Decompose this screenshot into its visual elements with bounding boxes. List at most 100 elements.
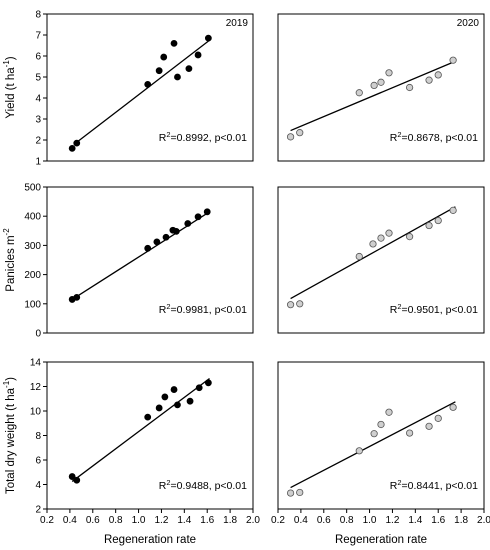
data-point [406, 83, 414, 92]
x-tick-label: 0.4 [63, 515, 77, 526]
x-tick-label: 1.8 [223, 515, 237, 526]
x-tick-label: 2.0 [246, 515, 260, 526]
data-point [144, 244, 152, 252]
data-point [286, 301, 295, 309]
y-tick-label: 8 [35, 10, 41, 21]
panel-2: 2020 R2=0.8678, p<0.01 [277, 13, 485, 162]
data-point [155, 404, 163, 412]
data-point [296, 488, 304, 497]
panel-3: 0 100 200 300 400 500 Panicles m-2 R2=0.9981, p… [2, 183, 254, 340]
panel-1: 1 2 3 4 5 6 7 8 Yield (t ha-1) 2019 R2=0.8992, p<0… [2, 10, 254, 168]
x-tick-label: 0.8 [109, 515, 123, 526]
data-point [194, 51, 202, 59]
data-point [172, 227, 180, 235]
data-point [73, 476, 81, 484]
plot-frame [46, 186, 254, 334]
data-point [286, 133, 295, 141]
panel-6: 0.2 0.4 0.6 0.8 1.0 1.2 1.4 1.6 1.8 2.0 Regenerati… [271, 361, 490, 546]
data-point [161, 393, 169, 401]
y-axis-label: Total dry weight (t ha-1) [2, 377, 17, 494]
data-point [186, 397, 194, 405]
x-tick-label: 1.4 [177, 515, 191, 526]
y-tick-label: 14 [30, 358, 42, 369]
data-point [355, 252, 363, 261]
y-tick-label: 6 [35, 52, 41, 63]
data-point [73, 293, 81, 301]
data-point [144, 80, 152, 88]
data-point [385, 408, 393, 416]
plot-frame [277, 361, 485, 510]
regression-line [75, 39, 210, 144]
data-point [174, 73, 181, 81]
y-tick-label: 3 [35, 115, 41, 126]
x-tick-label: 1.0 [132, 515, 146, 526]
data-point [170, 386, 178, 393]
data-point [170, 40, 178, 47]
x-tick-label: 1.6 [200, 515, 214, 526]
y-tick-label: 200 [24, 270, 41, 281]
y-tick-label: 4 [35, 480, 41, 491]
x-tick-label: 0.2 [40, 515, 54, 526]
plot-frame [277, 186, 485, 334]
x-axis-label: Regeneration rate [335, 534, 427, 546]
data-point [406, 233, 414, 241]
data-point [162, 233, 170, 241]
data-point [144, 413, 152, 421]
data-point [184, 220, 192, 227]
data-point [434, 71, 442, 79]
data-point [204, 379, 212, 387]
x-tick-label: 1.0 [363, 515, 377, 526]
data-point [425, 221, 433, 230]
data-point [185, 65, 193, 72]
x-tick-label: 2.0 [477, 515, 490, 526]
x-tick-label: 0.8 [340, 515, 354, 526]
y-tick-label: 2 [35, 505, 41, 516]
data-point [174, 401, 181, 409]
r2-annotation: R2=0.9981, p<0.01 [159, 302, 247, 316]
y-tick-label: 2 [35, 136, 41, 147]
data-point [449, 56, 457, 64]
panel-5: 2 4 6 8 10 12 14 0.2 0.4 0.6 0.8 1.0 1.2 1.4 1.6 1.8 2.0… [2, 358, 260, 547]
r2-annotation: R2=0.8992, p<0.01 [159, 130, 247, 144]
plot-frame [277, 13, 485, 162]
data-point [434, 216, 442, 225]
r2-annotation: R2=0.9488, p<0.01 [159, 478, 247, 492]
y-tick-label: 500 [24, 183, 41, 194]
regression-line [290, 401, 456, 489]
data-point [296, 300, 304, 308]
x-tick-label: 1.2 [154, 515, 168, 526]
y-tick-label: 300 [24, 241, 41, 252]
data-point [449, 403, 457, 411]
data-point [194, 213, 202, 221]
data-point [68, 473, 76, 480]
data-point [355, 447, 363, 455]
y-tick-label: 10 [30, 407, 42, 418]
data-point [434, 414, 442, 422]
data-point [370, 81, 378, 90]
data-point [377, 420, 385, 429]
x-tick-label: 1.4 [408, 515, 422, 526]
x-tick-label: 0.6 [317, 515, 331, 526]
plot-frame [46, 13, 254, 162]
data-point [406, 429, 414, 437]
x-tick-label: 1.8 [454, 515, 468, 526]
data-point [355, 89, 363, 97]
data-point [195, 384, 203, 392]
y-tick-label: 7 [35, 31, 41, 42]
x-tick-label: 1.2 [385, 515, 399, 526]
x-tick-label: 0.2 [271, 515, 285, 526]
y-tick-label: 5 [35, 73, 41, 84]
data-point [286, 489, 295, 497]
x-tick-label: 1.6 [431, 515, 445, 526]
year-label: 2020 [457, 18, 480, 29]
regression-line [71, 378, 210, 482]
data-point [73, 139, 81, 147]
y-tick-label: 12 [30, 382, 42, 393]
panel-4: R2=0.9501, p<0.01 [277, 186, 485, 334]
y-tick-label: 400 [24, 212, 41, 223]
data-point [160, 53, 168, 61]
data-point [385, 69, 393, 77]
r2-annotation: R2=0.9501, p<0.01 [390, 302, 478, 316]
x-axis-label: Regeneration rate [104, 534, 196, 546]
